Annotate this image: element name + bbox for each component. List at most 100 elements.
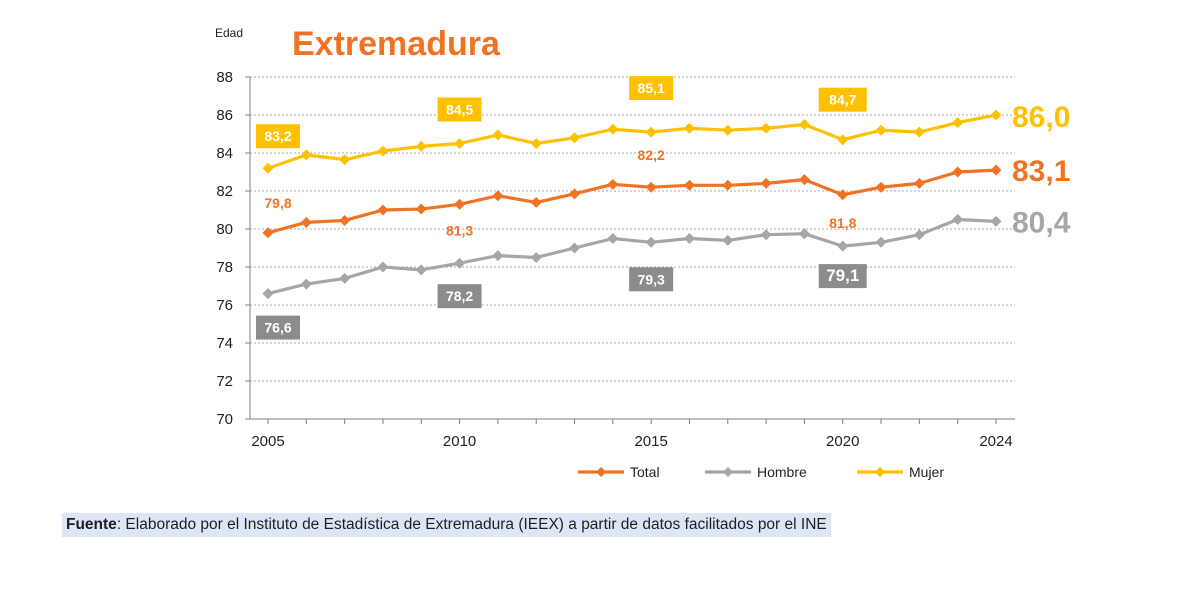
data-point-total	[875, 181, 887, 193]
end-value-label: 80,4	[1012, 206, 1071, 239]
data-point-hombre	[262, 288, 274, 300]
data-point-mujer	[339, 154, 351, 166]
data-point-hombre	[875, 236, 887, 248]
data-point-total	[262, 227, 274, 239]
data-label-box	[256, 124, 300, 149]
y-axis-title: Edad	[215, 26, 243, 40]
end-value-label: 86,0	[1012, 101, 1070, 134]
data-point-total	[339, 214, 351, 226]
data-label: 83,2	[264, 128, 291, 144]
data-point-total	[492, 190, 504, 202]
source-note: Fuente: Elaborado por el Instituto de Es…	[62, 513, 831, 537]
legend-swatch-marker	[723, 467, 733, 477]
data-point-mujer	[530, 138, 542, 149]
data-point-total	[415, 203, 427, 215]
data-point-total	[645, 181, 657, 193]
x-tick-label: 2024	[979, 433, 1012, 450]
x-tick-label: 2005	[251, 433, 284, 450]
data-point-total	[530, 196, 542, 208]
data-label-box	[256, 315, 300, 340]
data-label: 79,1	[826, 266, 859, 285]
data-point-mujer	[607, 123, 619, 135]
data-label: 82,2	[638, 147, 665, 163]
data-label: 84,7	[829, 92, 856, 108]
data-point-mujer	[262, 162, 274, 174]
data-label: 76,6	[264, 320, 291, 336]
data-point-mujer	[722, 124, 734, 136]
x-tick-label: 2020	[826, 433, 859, 450]
data-point-hombre	[454, 257, 466, 269]
data-point-hombre	[607, 233, 619, 244]
data-point-mujer	[990, 109, 1002, 121]
data-label-box	[437, 97, 482, 122]
data-point-hombre	[837, 240, 849, 252]
data-point-total	[990, 164, 1002, 176]
data-label-box	[629, 76, 674, 101]
data-point-mujer	[492, 129, 504, 141]
data-point-mujer	[798, 119, 810, 130]
data-point-hombre	[913, 229, 925, 241]
data-point-mujer	[875, 124, 887, 136]
data-point-mujer	[837, 134, 849, 146]
chart-title: Extremadura	[292, 25, 501, 63]
legend-label: Hombre	[757, 464, 807, 480]
data-point-mujer	[300, 149, 312, 161]
data-point-hombre	[952, 214, 964, 225]
data-point-hombre	[798, 228, 810, 240]
data-point-hombre	[683, 233, 695, 244]
data-point-total	[913, 177, 925, 189]
data-point-hombre	[645, 236, 657, 248]
data-label: 84,5	[446, 102, 473, 118]
data-point-mujer	[415, 140, 427, 152]
data-point-mujer	[645, 126, 657, 138]
y-tick-label: 84	[216, 145, 233, 162]
data-point-mujer	[952, 117, 964, 129]
legend-swatch-marker	[875, 467, 885, 477]
data-point-total	[760, 177, 772, 189]
data-label-box	[629, 267, 674, 292]
y-tick-label: 88	[216, 69, 233, 86]
data-point-total	[454, 198, 466, 210]
y-tick-label: 82	[216, 183, 233, 200]
legend-swatch-marker	[596, 467, 606, 477]
data-point-total	[300, 216, 312, 228]
data-point-total	[722, 179, 734, 191]
legend-label: Total	[630, 464, 660, 480]
data-point-hombre	[722, 234, 734, 246]
data-point-hombre	[339, 272, 351, 284]
data-point-mujer	[569, 132, 581, 144]
data-point-total	[607, 178, 619, 190]
data-point-total	[569, 188, 581, 200]
data-label-box	[818, 264, 867, 289]
y-tick-label: 70	[216, 411, 233, 428]
y-tick-label: 80	[216, 221, 233, 238]
data-point-hombre	[530, 252, 542, 263]
end-value-label: 83,1	[1012, 155, 1070, 188]
line-chart: 70 72 74 76 78 80 82 84 86 88 2005 2010 2015 2020 2024…	[215, 25, 1071, 480]
x-tick-label: 2010	[443, 433, 476, 450]
data-point-hombre	[760, 229, 772, 241]
y-tick-label: 76	[216, 297, 233, 314]
data-label: 81,3	[446, 222, 473, 238]
data-point-total	[798, 174, 810, 186]
data-point-hombre	[569, 242, 581, 254]
data-point-hombre	[300, 278, 312, 290]
y-tick-label: 78	[216, 259, 233, 276]
data-label: 79,8	[264, 195, 291, 211]
series-line-hombre	[267, 217, 997, 296]
data-point-mujer	[760, 122, 772, 134]
source-text: : Elaborado por el Instituto de Estadíst…	[116, 516, 827, 533]
data-label: 79,3	[638, 271, 665, 287]
data-point-total	[837, 189, 849, 201]
data-label: 78,2	[446, 288, 473, 304]
data-point-hombre	[415, 264, 427, 276]
data-point-total	[683, 179, 695, 191]
data-label: 85,1	[638, 80, 665, 96]
y-tick-label: 74	[216, 335, 233, 352]
data-point-mujer	[377, 145, 389, 157]
legend-label: Mujer	[909, 464, 944, 480]
series-line-total	[267, 168, 997, 235]
data-label-box	[437, 284, 482, 309]
data-point-hombre	[377, 261, 389, 273]
y-tick-label: 72	[216, 373, 233, 390]
